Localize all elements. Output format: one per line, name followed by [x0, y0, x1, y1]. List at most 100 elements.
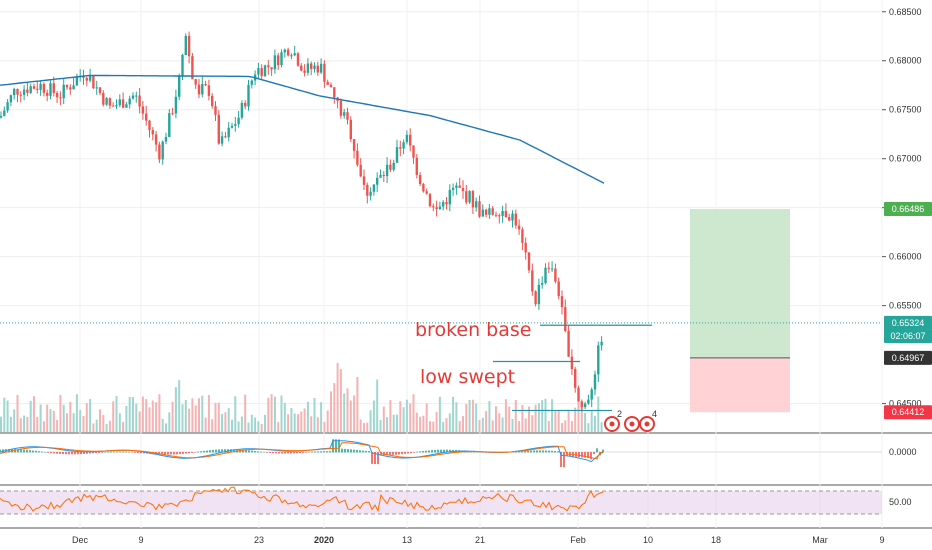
volume-bar — [396, 414, 398, 432]
candle — [445, 202, 448, 205]
volume-bar — [405, 399, 408, 432]
macd-hist-bar — [542, 450, 544, 453]
price-label-countdown[interactable]: 02:06:07 — [884, 329, 932, 343]
macd-hist-bar — [110, 451, 112, 453]
candle — [550, 268, 554, 270]
volume-bar — [574, 407, 577, 432]
x-tick-label: 9 — [879, 535, 884, 545]
volume-bar — [201, 395, 204, 432]
candle — [82, 75, 85, 78]
annotation-broken-base[interactable]: broken base — [415, 319, 531, 341]
macd-hist-bar — [68, 452, 70, 455]
macd-hist-bar — [221, 449, 223, 453]
candle — [230, 125, 234, 128]
volume-bar — [567, 409, 570, 432]
candle — [468, 191, 471, 203]
volume-bar — [399, 401, 402, 432]
price-label-text: 0.64412 — [892, 407, 925, 417]
volume-bar — [570, 421, 573, 432]
volume-bar — [580, 403, 583, 432]
volume-bar — [59, 394, 62, 432]
volume-bar — [561, 422, 563, 432]
price-label-take-profit[interactable]: 0.66486 — [884, 202, 932, 217]
annotation-low-swept[interactable]: low swept — [420, 366, 515, 388]
candle — [501, 210, 504, 216]
macd-hist-bar — [83, 452, 85, 454]
macd-hist-bar — [38, 451, 40, 453]
volume-bar — [19, 418, 22, 432]
macd-hist-bar — [521, 451, 523, 453]
macd-hist-bar — [269, 452, 271, 453]
horizontal-lines[interactable] — [0, 322, 882, 412]
price-label-entry[interactable]: 0.64967 — [884, 350, 932, 365]
macd-hist-bar — [260, 451, 262, 453]
macd-hist-bar — [293, 452, 295, 454]
macd-hist-bar — [245, 450, 247, 453]
macd-hist-bar — [428, 450, 430, 453]
volume-bar — [13, 409, 16, 432]
volume-bar — [155, 402, 158, 432]
candle — [422, 184, 425, 192]
volume-bar — [597, 396, 600, 432]
candle — [504, 210, 508, 218]
volume-bar — [191, 398, 194, 432]
volume-bar — [89, 399, 92, 432]
macd-hist-bar — [449, 449, 451, 453]
macd-hist-bar — [122, 451, 124, 453]
volume-bar — [227, 408, 230, 432]
candle — [26, 89, 29, 93]
candle — [405, 134, 409, 143]
candle — [16, 88, 19, 95]
candle — [517, 225, 521, 230]
volume-bar — [531, 415, 534, 432]
macd-hist-bar — [53, 452, 55, 454]
long-position-tool[interactable] — [690, 209, 790, 413]
candle — [181, 54, 184, 77]
profit-zone[interactable] — [690, 209, 790, 358]
volume-bar — [442, 422, 445, 432]
candle — [296, 53, 300, 66]
price-label-text: 0.64967 — [892, 353, 925, 363]
volume-bar — [528, 406, 530, 432]
candle — [62, 84, 65, 99]
candle — [333, 87, 336, 98]
macd-hist-bar — [65, 452, 67, 455]
macd-hist-bar — [101, 452, 103, 453]
candle — [135, 95, 138, 97]
volume-bar — [504, 399, 507, 432]
candle — [313, 65, 316, 70]
volume-bar — [303, 408, 306, 432]
y-tick-label: 0.67000 — [889, 154, 922, 164]
rsi-tick-label: 50.00 — [889, 497, 912, 507]
price-label-last-price[interactable]: 0.65324 — [884, 315, 932, 330]
candle — [105, 98, 108, 105]
macd-hist-bar — [305, 452, 307, 453]
volume-bar — [458, 421, 461, 432]
price-axis[interactable]: 0.685000.680000.675000.670000.665000.660… — [882, 7, 932, 507]
time-axis[interactable]: Dec 9 23 2020 13 21 Feb 10 18 Mar 9 — [72, 535, 885, 545]
candle — [389, 164, 392, 170]
candle — [395, 147, 399, 163]
volume-bar — [244, 394, 247, 432]
rsi-pane — [0, 486, 882, 515]
macd-hist-bar — [290, 452, 292, 454]
volume-bar — [438, 396, 441, 432]
candle — [583, 403, 587, 408]
loss-zone[interactable] — [690, 357, 790, 413]
candle — [204, 84, 207, 86]
volume-bar — [118, 413, 121, 432]
price-label-stop-loss[interactable]: 0.64412 — [884, 405, 932, 420]
volume-bar — [247, 422, 250, 432]
event-count: 4 — [652, 409, 657, 419]
candle — [22, 89, 26, 95]
volume-bar — [145, 399, 148, 432]
volume-bar — [320, 402, 323, 432]
volume-bar — [511, 418, 514, 432]
macd-hist-bar — [554, 450, 556, 453]
macd-hist-bar — [77, 452, 79, 455]
macd-hist-bar — [518, 451, 520, 453]
candle — [237, 117, 240, 125]
volume-bar — [462, 416, 464, 432]
